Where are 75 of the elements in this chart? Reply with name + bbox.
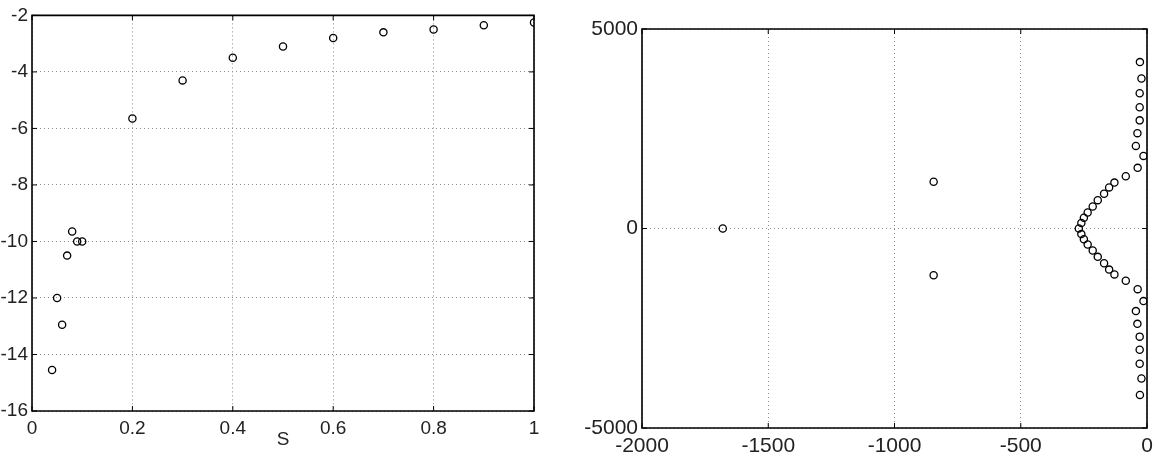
point [1079,235,1089,244]
point [929,177,938,187]
y-tick-label: -4 [11,60,29,82]
point [1139,296,1147,306]
y-tick-label: -6 [11,116,28,138]
point [1135,332,1144,341]
y-tick-label: 5000 [591,15,638,39]
point [1083,208,1092,217]
point [1088,202,1097,211]
point [57,320,67,330]
point [1135,57,1145,67]
point [1083,240,1092,249]
point [1131,141,1141,151]
point [1074,224,1084,233]
point [1137,374,1146,383]
y-tick-label: -14 [0,342,29,364]
point [718,224,728,233]
x-tick-label: 1 [528,416,540,438]
point [1135,102,1144,112]
point [1093,195,1103,205]
point [62,251,72,260]
x-tick-label: -500 [999,433,1042,457]
point [1104,265,1114,274]
point [1135,116,1144,125]
point [1121,276,1131,286]
point [1137,74,1146,83]
x-tick-label: 0.4 [219,416,247,438]
point [52,293,62,303]
point [1093,252,1103,262]
point [1135,390,1145,400]
x-tick-label: 0 [1141,433,1153,457]
point [479,21,489,30]
point [77,237,87,246]
point [1104,183,1114,192]
point [1131,306,1141,316]
point [1099,258,1109,268]
x-axis-title: S [276,427,290,449]
x-tick-label: -1000 [867,433,922,457]
y-tick-label: -10 [0,229,28,251]
point [379,28,388,37]
point [1133,319,1142,329]
y-tick-label: -16 [0,399,28,421]
y-tick-label: -2 [11,3,28,25]
point [178,76,187,85]
point [1088,246,1097,255]
point [72,237,82,246]
point [1133,128,1142,138]
point [1135,345,1144,355]
point [1133,284,1142,294]
point [47,365,57,375]
point [228,53,238,63]
point [1139,151,1147,161]
point [278,42,288,51]
point [128,114,137,123]
point [429,25,438,34]
point [1135,88,1144,98]
x-tick-label: 0.2 [119,416,146,438]
point [1077,229,1086,239]
point [1077,218,1086,228]
x-tick-label: 0.8 [420,416,447,438]
point [1135,359,1144,369]
y-tick-label: -12 [0,286,28,308]
y-tick-label: -8 [11,173,28,195]
y-tick-label: 0 [626,215,638,239]
x-tick-label: -1500 [741,433,796,457]
point [1079,213,1089,222]
point [1133,163,1142,173]
point [1099,189,1109,199]
point [1110,178,1119,187]
x-tick-label: 0.6 [319,416,347,438]
point [929,270,938,280]
point [1110,270,1119,279]
point [1121,171,1131,181]
point [67,227,77,236]
point [328,33,338,43]
